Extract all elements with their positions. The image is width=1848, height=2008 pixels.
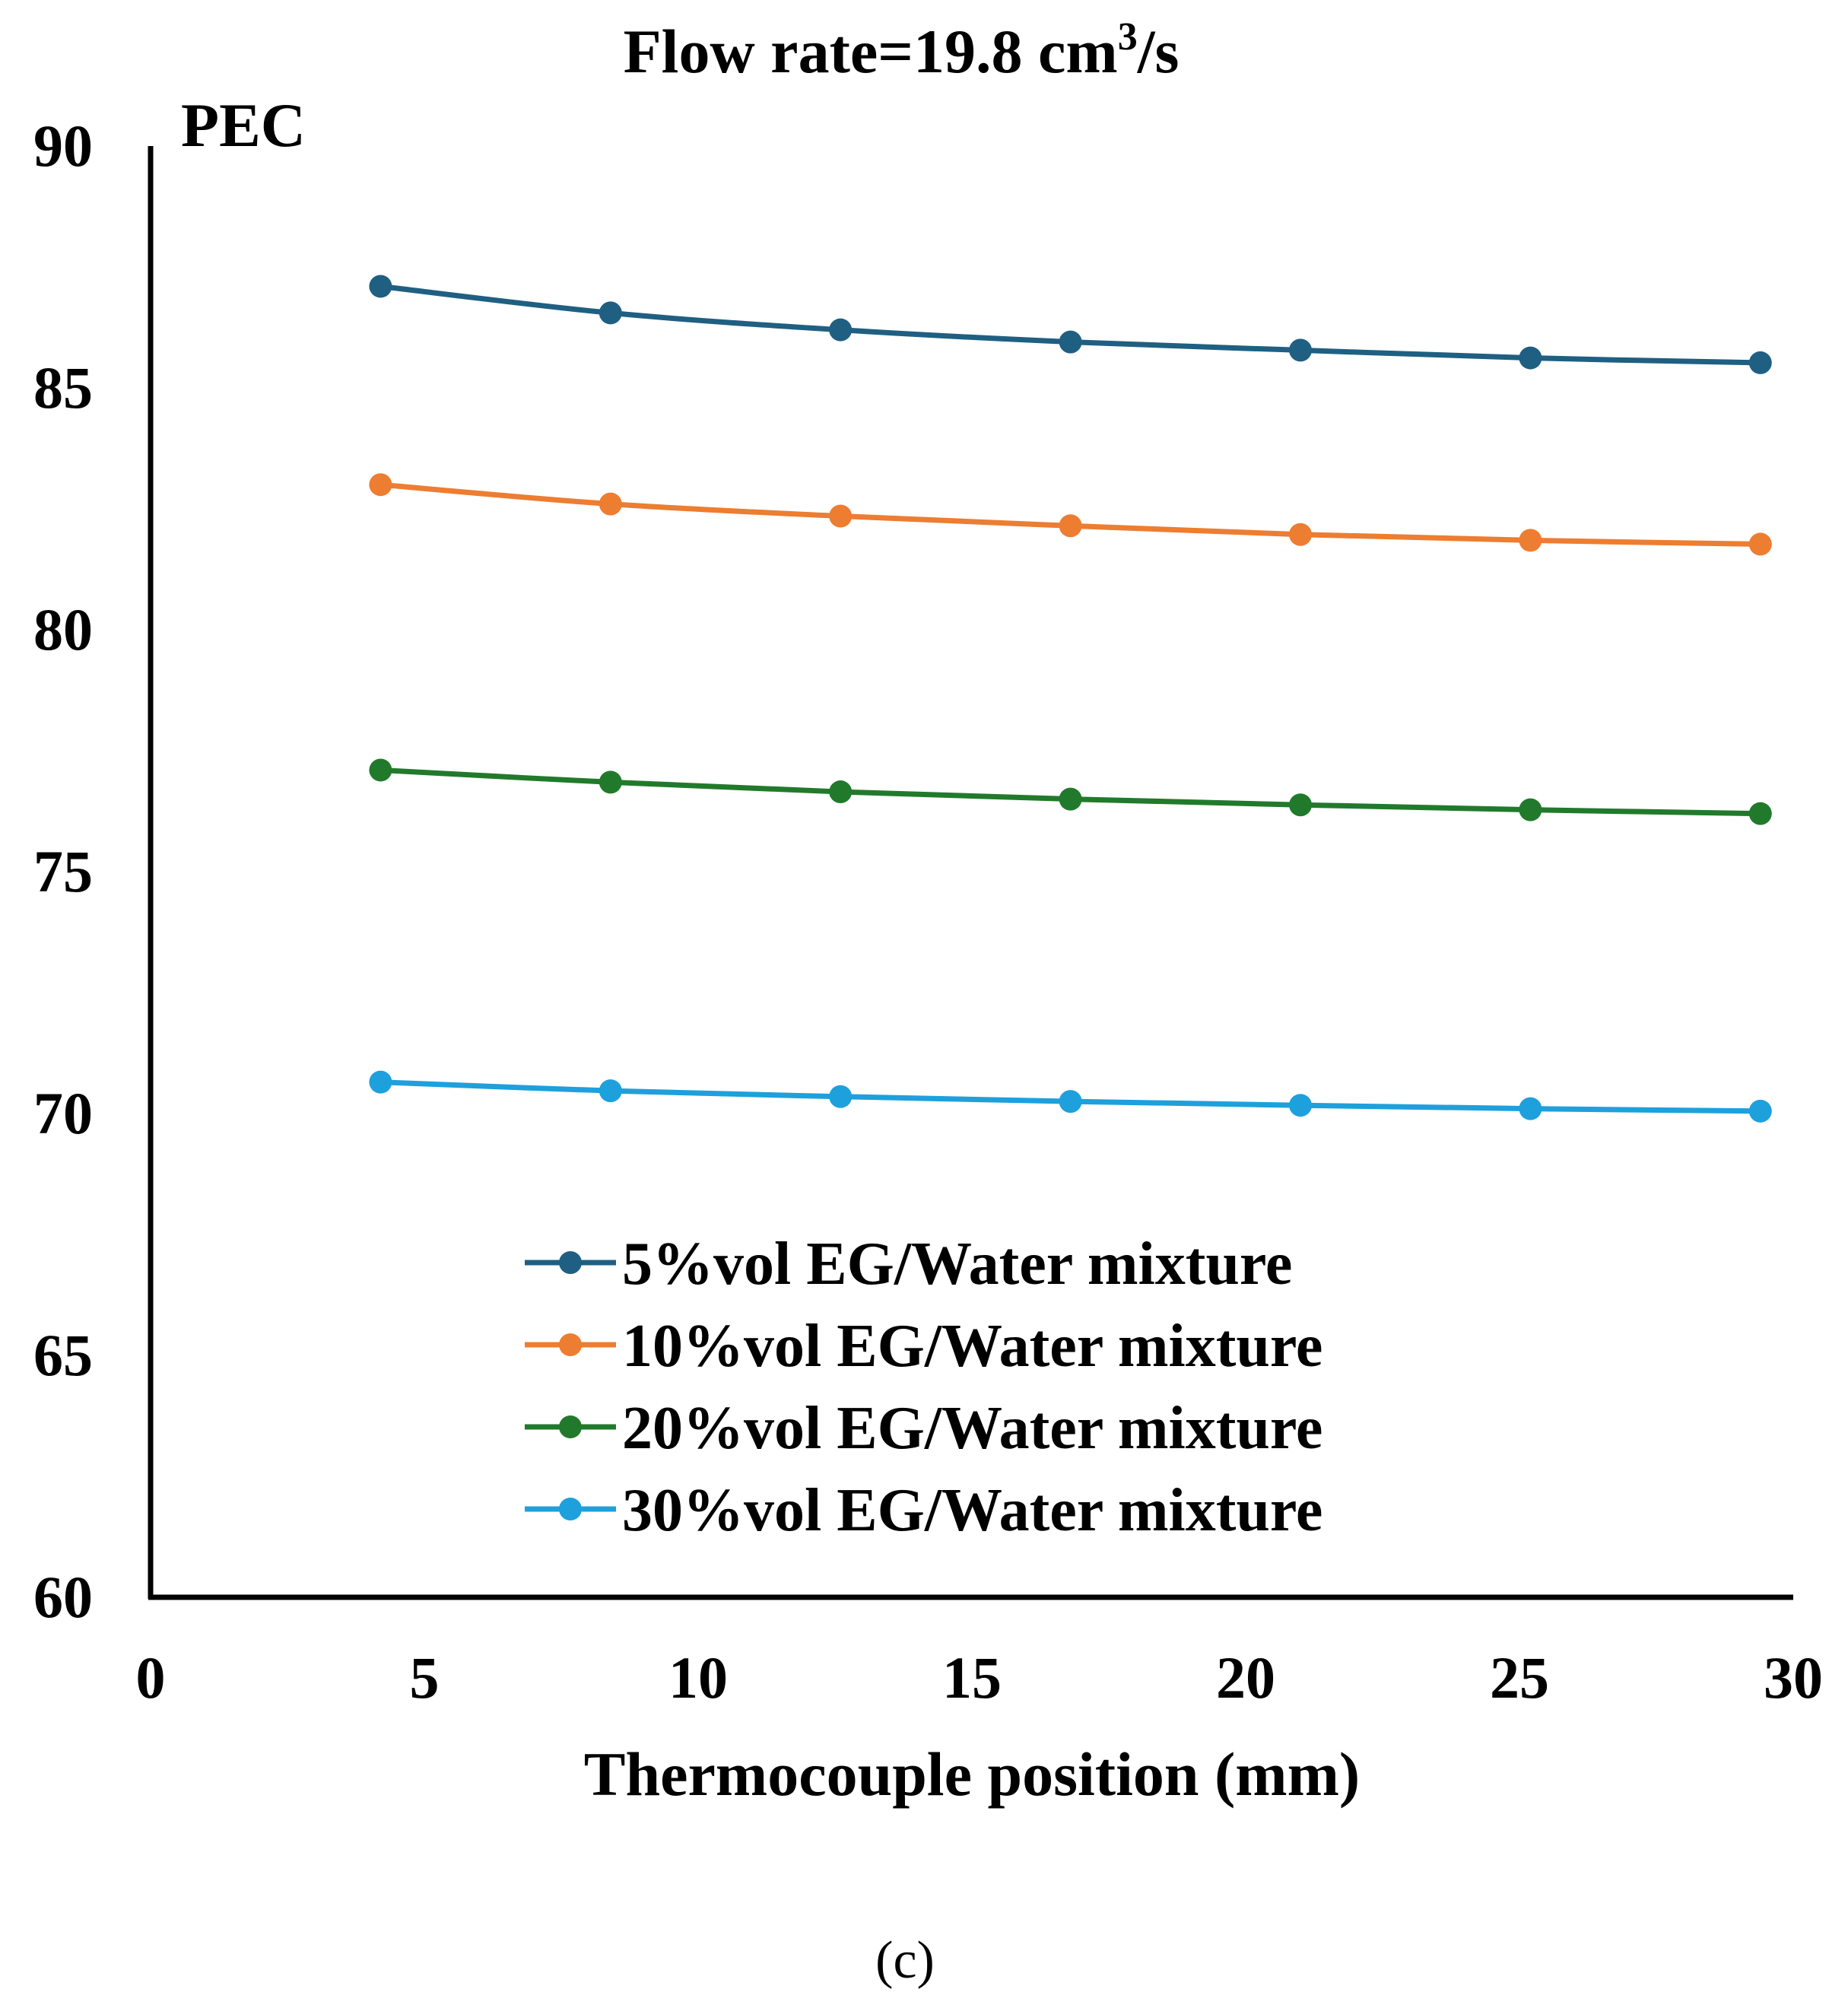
- x-tick-label-15: 15: [942, 1644, 1002, 1711]
- data-point-s3-2: [599, 770, 622, 794]
- legend-item-1: 5%vol EG/Water mixture: [525, 1231, 1292, 1298]
- data-point-s4-5: [1289, 1094, 1312, 1117]
- series-4: [369, 1070, 1772, 1123]
- data-point-s4-2: [599, 1079, 622, 1103]
- x-tick-labels: 0 5 10 15 20 25 30: [136, 1644, 1824, 1711]
- data-point-s4-4: [1059, 1090, 1082, 1114]
- data-point-s1-4: [1059, 330, 1082, 354]
- legend-item-2: 10%vol EG/Water mixture: [525, 1313, 1322, 1380]
- data-point-s1-3: [829, 318, 853, 342]
- x-tick-label-25: 25: [1490, 1644, 1549, 1711]
- data-point-s2-7: [1748, 532, 1772, 556]
- data-point-s3-3: [829, 780, 853, 804]
- legend-label-1: 5%vol EG/Water mixture: [622, 1231, 1292, 1298]
- data-point-s2-1: [369, 473, 392, 497]
- legend-swatch-marker-4: [559, 1498, 582, 1520]
- data-point-s1-7: [1748, 351, 1772, 374]
- legend-label-3: 20%vol EG/Water mixture: [622, 1395, 1322, 1462]
- y-tick-labels: 60 65 70 75 80 85 90: [33, 113, 93, 1630]
- data-point-s3-4: [1059, 787, 1082, 811]
- y-tick-label-75: 75: [33, 838, 93, 904]
- data-point-s1-1: [369, 275, 392, 298]
- x-tick-label-5: 5: [410, 1644, 440, 1711]
- data-point-s2-3: [829, 504, 853, 528]
- data-point-s4-3: [829, 1085, 853, 1108]
- data-point-s1-6: [1519, 346, 1542, 370]
- chart-title: Flow rate=19.8 cm3/s: [624, 15, 1180, 86]
- data-point-s3-7: [1748, 802, 1772, 825]
- legend-swatch-marker-3: [559, 1415, 582, 1438]
- data-point-s1-5: [1289, 338, 1312, 362]
- legend: 5%vol EG/Water mixture 10%vol EG/Water mi…: [525, 1231, 1322, 1544]
- y-tick-label-65: 65: [33, 1322, 93, 1388]
- data-point-s3-6: [1519, 798, 1542, 821]
- x-tick-label-0: 0: [136, 1644, 166, 1711]
- series-1: [369, 275, 1772, 374]
- legend-swatch-marker-2: [559, 1333, 582, 1356]
- y-tick-label-60: 60: [33, 1564, 93, 1630]
- legend-label-2: 10%vol EG/Water mixture: [622, 1313, 1322, 1380]
- data-point-s2-6: [1519, 529, 1542, 552]
- y-tick-label-85: 85: [33, 354, 93, 421]
- data-point-s3-1: [369, 758, 392, 782]
- y-axis-title: PEC: [181, 91, 306, 160]
- data-point-s2-5: [1289, 523, 1312, 546]
- legend-label-4: 30%vol EG/Water mixture: [622, 1477, 1322, 1544]
- figure-caption: (c): [875, 1931, 935, 1990]
- x-tick-label-30: 30: [1764, 1644, 1823, 1711]
- legend-item-4: 30%vol EG/Water mixture: [525, 1477, 1322, 1544]
- data-point-s2-4: [1059, 514, 1082, 538]
- y-tick-label-90: 90: [33, 113, 93, 179]
- data-point-s4-7: [1748, 1099, 1772, 1123]
- series-2: [369, 473, 1772, 556]
- data-point-s2-2: [599, 492, 622, 516]
- data-point-s3-5: [1289, 793, 1312, 817]
- legend-item-3: 20%vol EG/Water mixture: [525, 1395, 1322, 1462]
- series-3: [369, 758, 1772, 825]
- y-tick-label-80: 80: [33, 596, 93, 662]
- data-point-s1-2: [599, 301, 622, 325]
- data-point-s4-6: [1519, 1097, 1542, 1120]
- series-layer: [369, 275, 1772, 1123]
- x-axis-title: Thermocouple position (mm): [584, 1740, 1360, 1809]
- x-tick-label-20: 20: [1216, 1644, 1275, 1711]
- x-tick-label-10: 10: [668, 1644, 728, 1711]
- y-tick-label-70: 70: [33, 1080, 93, 1146]
- legend-swatch-marker-1: [559, 1251, 582, 1274]
- data-point-s4-1: [369, 1070, 392, 1094]
